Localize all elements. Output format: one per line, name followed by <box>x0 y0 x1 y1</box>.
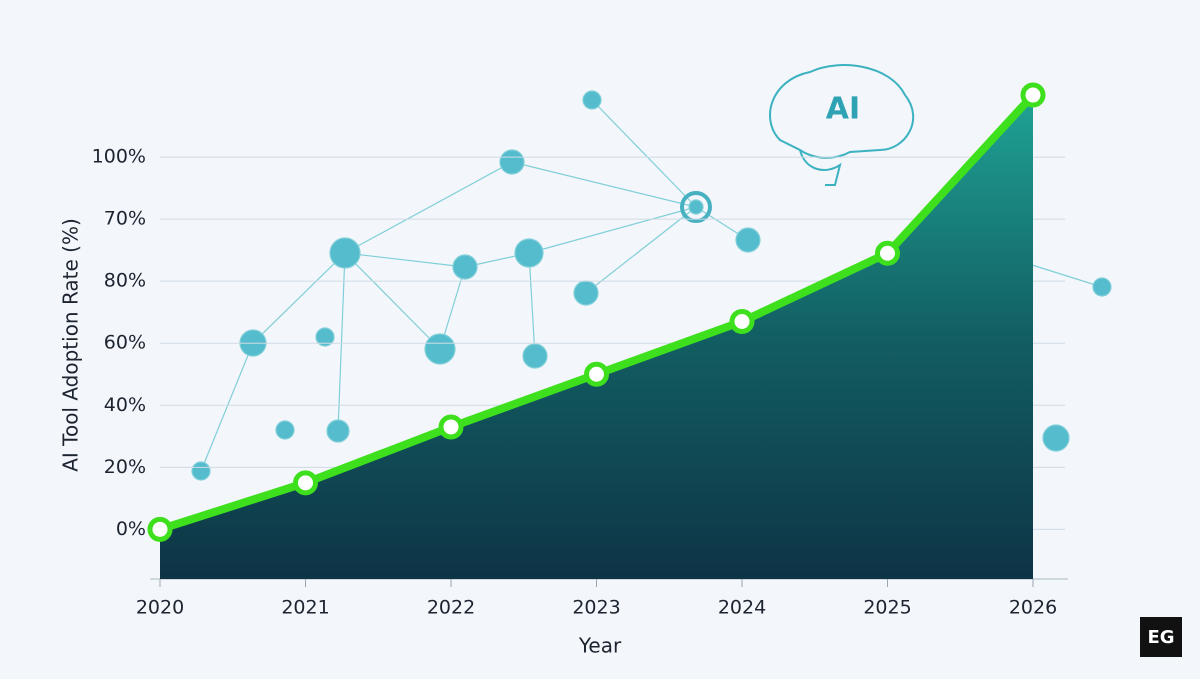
point <box>293 470 318 496</box>
x-tick-label: 2024 <box>718 597 766 619</box>
y-tick-label: 80% <box>104 270 146 292</box>
x-tick-label: 2022 <box>427 597 475 619</box>
logo-box <box>1140 617 1182 657</box>
x-tick-label: 2026 <box>1009 597 1057 619</box>
point <box>729 309 755 334</box>
y-axis-label: AI Tool Adoption Rate (%) <box>59 218 83 472</box>
point <box>147 516 173 542</box>
point <box>584 361 609 387</box>
x-tick-label: 2023 <box>572 597 620 619</box>
area <box>160 95 1033 579</box>
y-tick-label: 100% <box>92 146 146 168</box>
y-tick-label: 0% <box>116 518 146 540</box>
y-tick-label: 40% <box>104 394 146 416</box>
y-tick-label: 60% <box>104 332 146 354</box>
y-tick-label: 20% <box>104 456 146 478</box>
x-tick-label: 2020 <box>136 597 184 619</box>
x-tick-label: 2021 <box>281 597 329 619</box>
x-axis-label: Year <box>578 634 622 658</box>
point <box>1020 82 1046 108</box>
logo: EG <box>1147 627 1174 648</box>
point <box>438 414 464 440</box>
y-tick-label: 70% <box>104 208 146 230</box>
x-tick-label: 2025 <box>863 597 911 619</box>
point <box>875 240 900 266</box>
icon-text: AI <box>826 92 860 127</box>
